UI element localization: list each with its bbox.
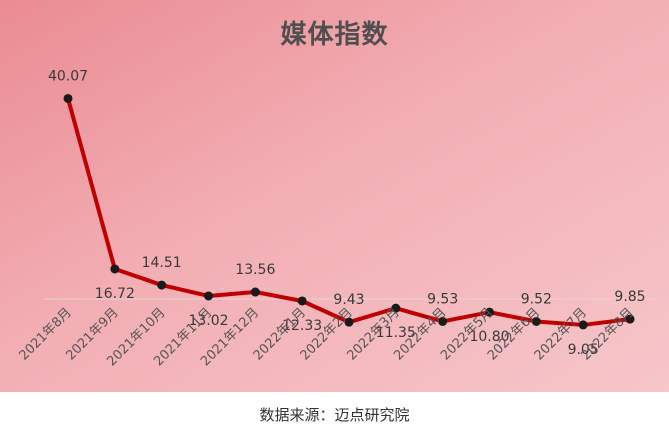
- data-label: 9.05: [568, 342, 599, 358]
- data-point: [485, 307, 494, 317]
- data-point: [578, 320, 588, 330]
- data-label: 16.72: [95, 286, 135, 302]
- data-point: [391, 303, 401, 313]
- data-point: [204, 291, 213, 301]
- data-point: [625, 314, 635, 324]
- chart-area: 媒体指数 40.07 16.72 14.51 13.02 13.56 12.33 9.43 1…: [0, 0, 669, 392]
- line-chart: 40.07 16.72 14.51 13.02 13.56 12.33 9.43 11.35 9…: [17, 68, 655, 369]
- data-label: 13.56: [235, 262, 275, 278]
- data-point: [157, 280, 167, 290]
- data-label: 9.53: [427, 291, 458, 307]
- data-label: 9.43: [333, 292, 364, 308]
- data-point: [438, 316, 448, 326]
- data-label: 11.35: [376, 325, 416, 341]
- data-label: 14.51: [142, 255, 182, 271]
- data-label: 40.07: [48, 68, 88, 84]
- data-point: [297, 296, 307, 306]
- data-point: [110, 264, 120, 274]
- data-label: 10.80: [469, 329, 509, 345]
- chart-title: 媒体指数: [280, 20, 389, 50]
- data-point: [63, 93, 73, 103]
- source-note: 数据来源：迈点研究院: [259, 406, 410, 424]
- data-label: 9.52: [521, 292, 552, 308]
- data-label: 13.02: [188, 313, 228, 329]
- data-label: 12.33: [282, 318, 322, 334]
- data-label: 9.85: [614, 289, 645, 305]
- data-point: [531, 317, 541, 327]
- data-point: [344, 317, 354, 327]
- data-point: [250, 287, 260, 297]
